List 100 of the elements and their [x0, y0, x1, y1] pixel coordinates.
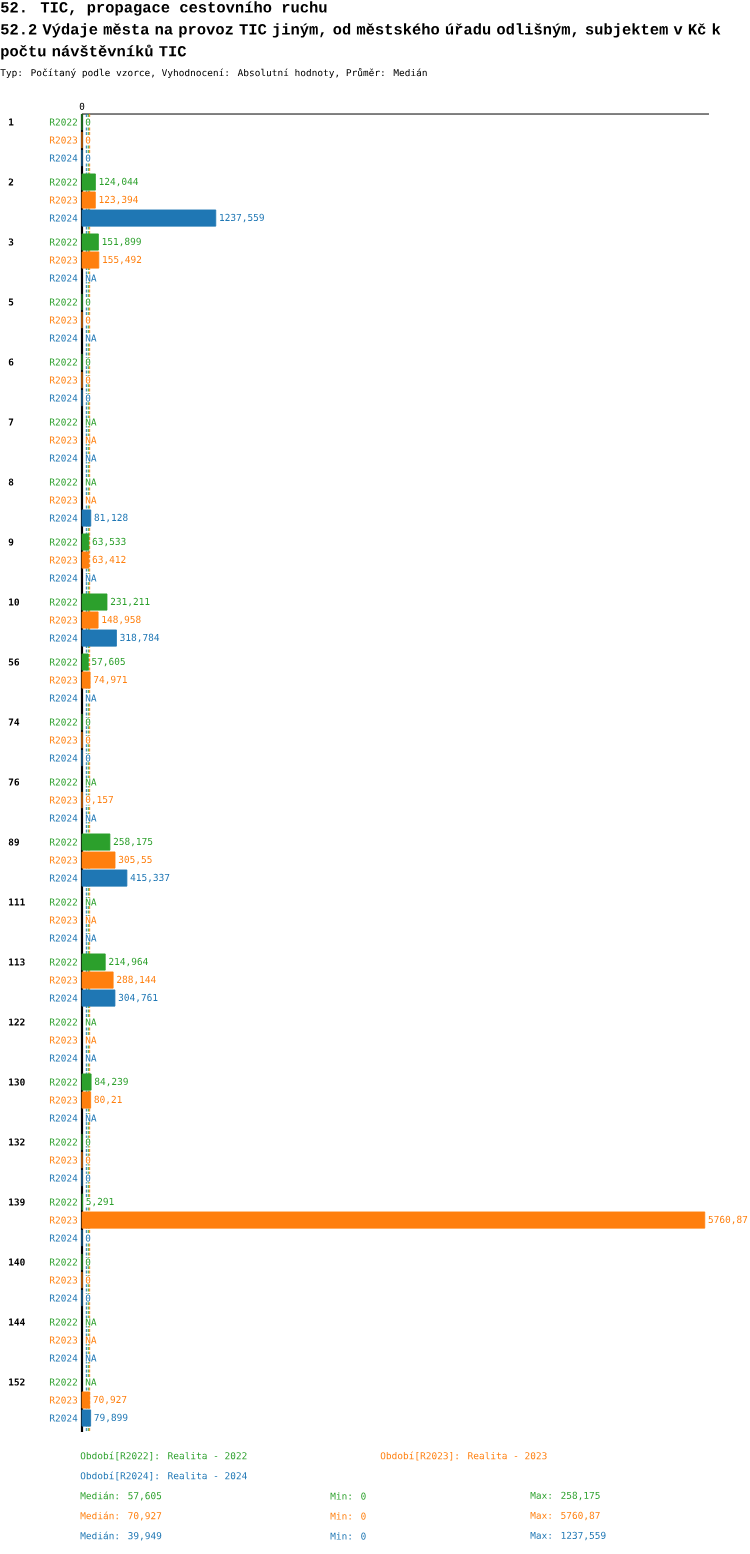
y-tick-label: 1	[9, 118, 14, 126]
text: R2022	[49, 1318, 77, 1326]
text: NA	[85, 1378, 97, 1386]
text: R2022	[49, 178, 77, 186]
text: R2024	[49, 1354, 78, 1362]
data-label: 0	[85, 154, 91, 162]
data-label: 0	[85, 298, 91, 306]
y-tick-label: 8	[8, 478, 14, 486]
data-label: 79,899	[94, 1413, 128, 1423]
text: NA	[85, 454, 97, 462]
text: R2024	[49, 754, 78, 762]
text: Medián: 57,605	[80, 1491, 162, 1501]
data-label: 0	[85, 1138, 91, 1146]
y-tick-label: 10	[9, 598, 20, 606]
text: R2024	[49, 274, 78, 282]
text: R2023	[49, 316, 78, 324]
text: R2022	[49, 538, 77, 546]
data-label: 0	[85, 1258, 91, 1266]
text: R2022	[49, 1258, 77, 1266]
y-tick-label: 7	[8, 418, 14, 426]
text: NA	[85, 778, 97, 786]
bar	[81, 611, 99, 629]
data-label: 1237,559	[220, 213, 264, 223]
y-tick-label: 139	[9, 1198, 25, 1206]
bar	[81, 1073, 92, 1091]
text: R2022	[49, 478, 77, 486]
text: R2024	[49, 1234, 78, 1242]
text: R2023	[49, 976, 78, 984]
text: R2022	[49, 298, 77, 306]
y-tick-label: 89	[8, 838, 19, 846]
text: R2023	[49, 676, 78, 684]
text: Období[R2023]: Realita - 2023	[380, 1451, 547, 1461]
series-label: R2022	[49, 118, 77, 126]
text: Max: 258,175	[530, 1491, 600, 1501]
data-label: 57,605	[92, 657, 125, 667]
y-tick-label: 9	[8, 538, 14, 546]
text: NA	[85, 1318, 97, 1326]
text: R2023	[49, 1156, 78, 1164]
data-label: 318,784	[120, 633, 160, 643]
data-label: 0	[85, 1174, 91, 1182]
data-label: 148,958	[102, 615, 141, 625]
text: Min: 0	[330, 1512, 366, 1520]
text: R2024	[49, 814, 78, 822]
y-tick-label: 2	[8, 178, 14, 186]
y-tick-label: 152	[9, 1378, 25, 1386]
text: NA	[85, 496, 97, 504]
text: R2022	[49, 358, 77, 366]
text: R2023	[49, 256, 78, 264]
data-label: 155,492	[103, 255, 142, 265]
text: R2023	[49, 1396, 78, 1404]
data-label: 0,157	[85, 795, 113, 805]
text: R2022	[49, 1018, 77, 1026]
text: NA	[85, 334, 97, 342]
y-tick-label: 144	[9, 1318, 25, 1326]
data-label: 214,964	[109, 957, 148, 967]
text: R2024	[49, 694, 78, 702]
text: Min: 0	[330, 1532, 366, 1540]
text: R2022	[49, 658, 77, 666]
text: NA	[85, 934, 97, 942]
y-tick-label: 74	[8, 718, 20, 726]
text: R2022	[49, 838, 77, 846]
data-label: 415,337	[130, 873, 170, 883]
y-tick-label: 132	[9, 1138, 25, 1146]
y-tick-label: 140	[9, 1258, 25, 1266]
bar	[81, 173, 96, 191]
text: 0	[79, 102, 85, 110]
text: R2023	[49, 556, 78, 564]
data-label: 5760,87	[708, 1215, 748, 1225]
text: R2024	[49, 1294, 78, 1302]
bar	[81, 851, 116, 869]
y-tick-label: 3	[8, 238, 14, 246]
bar	[81, 533, 90, 551]
data-label: 123,394	[99, 195, 138, 205]
text: R2022	[49, 1198, 77, 1206]
chart-title: 52. TIC, propagace cestovního ruchu	[0, 1, 327, 16]
text: R2022	[49, 418, 77, 426]
text: R2024	[49, 634, 78, 642]
text: R2024	[49, 1414, 78, 1422]
text: NA	[85, 898, 97, 906]
text: NA	[85, 1054, 97, 1062]
text: R2022	[49, 958, 77, 966]
y-tick-label: 122	[9, 1018, 25, 1026]
text: Max: 5760,87	[530, 1511, 600, 1521]
data-label: 0	[85, 394, 91, 402]
data-label: 0	[85, 736, 91, 744]
series-label: R2023	[49, 136, 78, 144]
text: R2023	[49, 796, 78, 804]
text: R2024	[49, 454, 78, 462]
data-label: 63,533	[92, 537, 126, 547]
text: R2024	[49, 214, 78, 222]
text: R2023	[49, 496, 78, 504]
text: R2024	[49, 514, 78, 522]
data-label: 0	[85, 136, 91, 144]
text: R2023	[49, 1276, 78, 1284]
text: NA	[85, 1336, 97, 1344]
data-label: 0	[85, 118, 91, 126]
text: NA	[85, 574, 97, 582]
text: R2022	[49, 1378, 77, 1386]
text: R2023	[49, 196, 78, 204]
text: NA	[85, 436, 97, 444]
